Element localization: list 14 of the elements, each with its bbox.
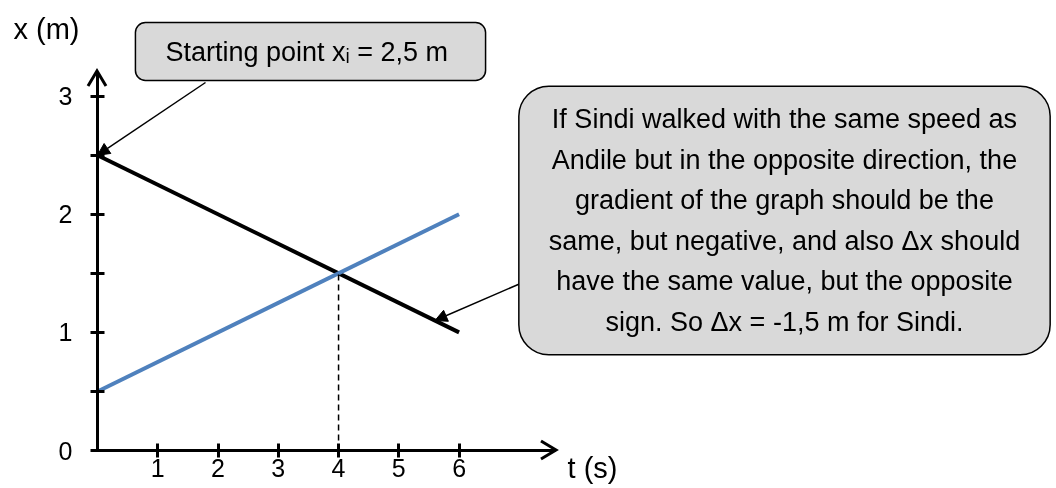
- x-tick-label: 2: [211, 453, 225, 482]
- x-tick-label: 3: [271, 453, 286, 482]
- y-tick-label: 3: [58, 82, 73, 111]
- x-tick-label: 1: [150, 453, 165, 482]
- annotation: If Sindi walked with the same speed as Andile but in the opposite direction, the gradient of the graph should be the same, but negative, and also Δx should have the same value, but the opposite sign. So Δx = -1,5 m for Sindi.: [548, 104, 1021, 337]
- x-tick-label: 5: [391, 453, 406, 482]
- x-tick-label: 6: [452, 453, 467, 482]
- y-tick-label: 0: [58, 436, 73, 465]
- x-tick-label: 4: [331, 453, 346, 482]
- y-tick-label: 2: [58, 200, 73, 229]
- x-axis-title: t (s): [567, 451, 618, 484]
- y-tick-label: 1: [58, 318, 73, 347]
- annotation: Starting point xᵢ = 2,5 m: [165, 36, 449, 67]
- y-axis-title: x (m): [13, 12, 80, 45]
